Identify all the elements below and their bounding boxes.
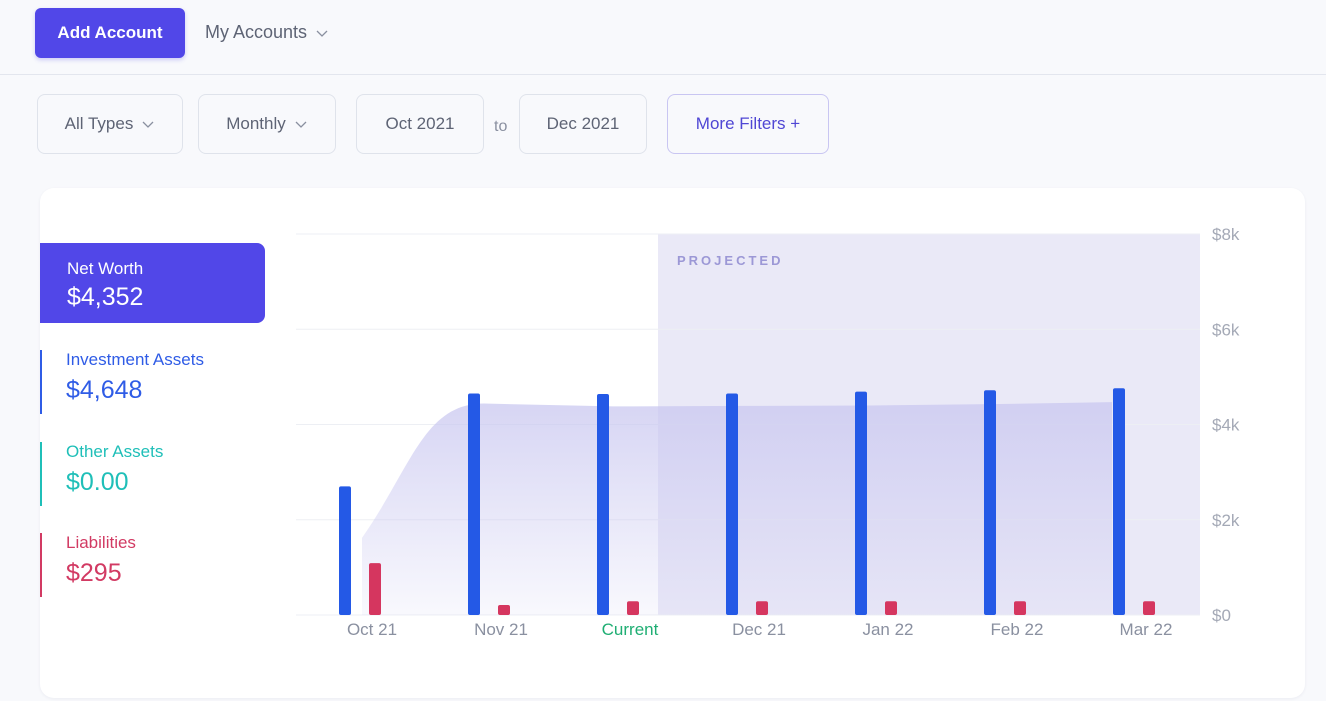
liabilities-summary[interactable]: Liabilities $295 [40, 533, 265, 597]
from-date-picker[interactable]: Oct 2021 [356, 94, 484, 154]
chevron-down-icon [295, 121, 307, 128]
other-assets-value: $0.00 [66, 468, 129, 496]
from-date-value: Oct 2021 [385, 114, 455, 133]
period-filter-dropdown[interactable]: Monthly [198, 94, 336, 154]
my-accounts-dropdown[interactable]: My Accounts [205, 22, 329, 43]
top-bar: Add Account My Accounts [0, 0, 1326, 75]
to-date-value: Dec 2021 [546, 114, 620, 133]
investment-assets-label: Investment Assets [66, 350, 204, 369]
net-worth-label: Net Worth [67, 259, 144, 278]
more-filters-label: More Filters + [695, 114, 801, 133]
liabilities-label: Liabilities [66, 533, 136, 552]
date-range-separator: to [494, 118, 508, 135]
to-date-picker[interactable]: Dec 2021 [519, 94, 647, 154]
net-worth-value: $4,352 [67, 283, 144, 311]
investment-assets-value: $4,648 [66, 376, 143, 404]
investment-assets-summary[interactable]: Investment Assets $4,648 [40, 350, 265, 414]
liabilities-value: $295 [66, 559, 122, 587]
more-filters-button[interactable]: More Filters + [667, 94, 829, 154]
other-assets-label: Other Assets [66, 442, 164, 461]
chevron-down-icon [316, 30, 328, 37]
period-filter-label: Monthly [226, 114, 286, 133]
net-worth-summary[interactable]: Net Worth $4,352 [40, 243, 265, 323]
type-filter-label: All Types [64, 114, 134, 133]
other-assets-summary[interactable]: Other Assets $0.00 [40, 442, 265, 506]
my-accounts-label: My Accounts [205, 22, 308, 42]
type-filter-dropdown[interactable]: All Types [37, 94, 183, 154]
add-account-button[interactable]: Add Account [35, 8, 185, 58]
chevron-down-icon [142, 121, 154, 128]
